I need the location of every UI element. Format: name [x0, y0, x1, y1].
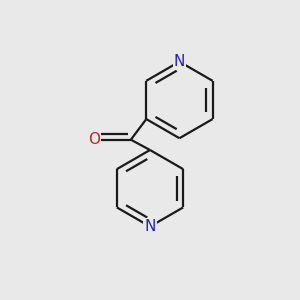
Text: N: N	[174, 54, 185, 69]
Text: O: O	[88, 132, 100, 147]
Text: N: N	[144, 219, 156, 234]
